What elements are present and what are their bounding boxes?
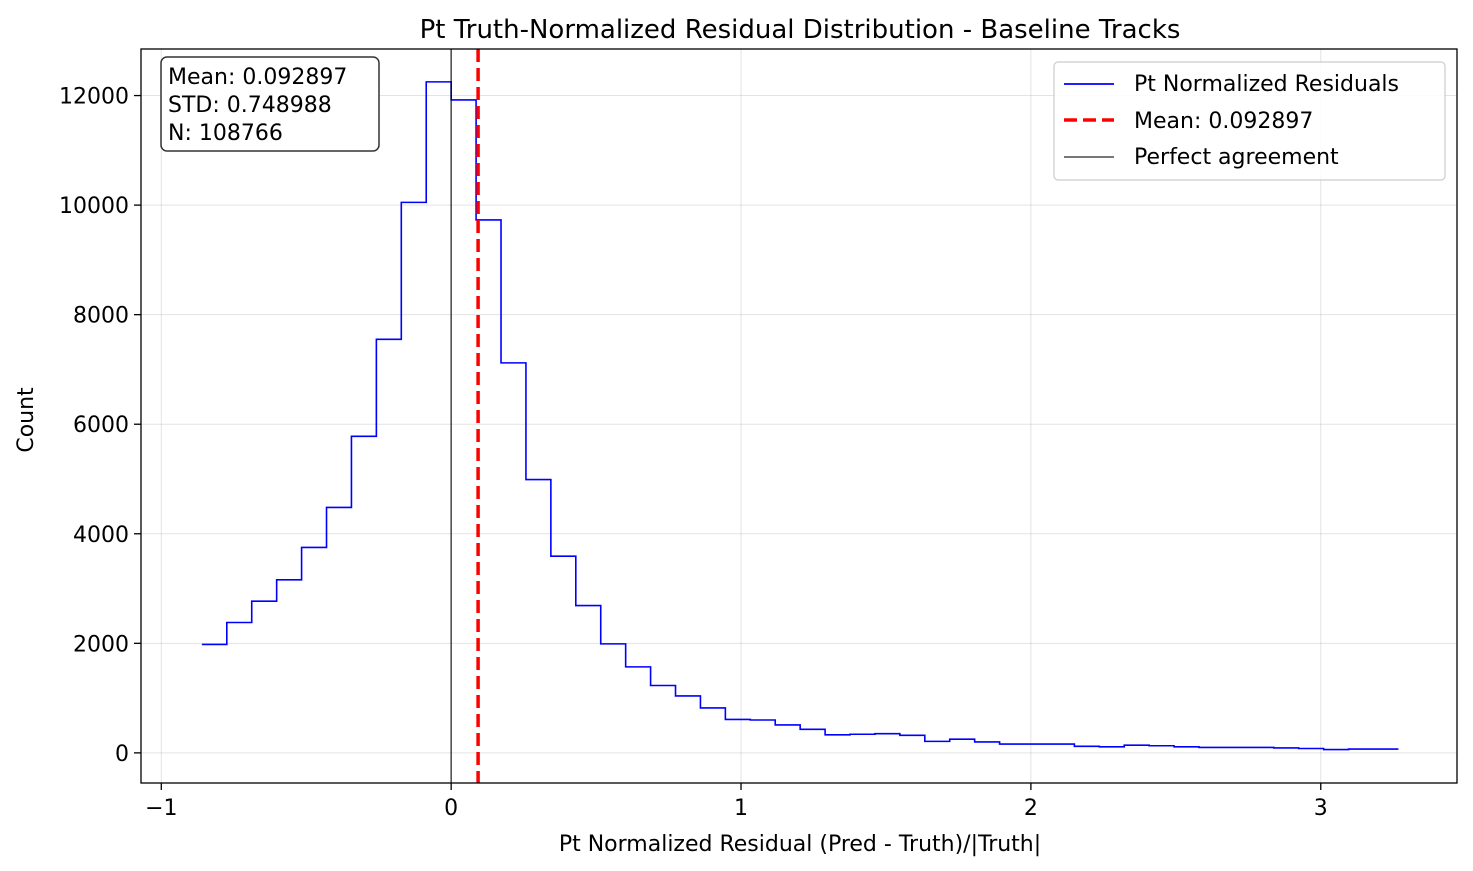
legend-label-mean: Mean: 0.092897 <box>1134 109 1313 134</box>
legend-frame <box>1053 61 1446 181</box>
plot-area <box>201 49 1399 783</box>
stats-std-text: STD: 0.748988 <box>168 93 332 118</box>
x-tick-label: 1 <box>734 796 748 821</box>
stats-n-text: N: 108766 <box>168 121 283 146</box>
x-axis-ticks: −1 0 1 2 3 <box>145 783 1328 821</box>
stats-mean-text: Mean: 0.092897 <box>168 65 347 90</box>
y-tick-label: 6000 <box>73 413 129 438</box>
x-tick-label: 3 <box>1314 796 1328 821</box>
x-tick-label: 0 <box>444 796 458 821</box>
histogram-step-line <box>201 81 1399 751</box>
y-tick-label: 4000 <box>73 523 129 548</box>
x-axis-label: Pt Normalized Residual (Pred - Truth)/|T… <box>559 832 1041 857</box>
legend: Pt Normalized Residuals Mean: 0.092897 P… <box>1053 61 1446 181</box>
y-tick-label: 12000 <box>59 85 129 110</box>
y-axis-label: Count <box>14 387 39 453</box>
y-axis-ticks: 0 2000 4000 6000 8000 10000 12000 <box>59 85 141 767</box>
x-tick-label: 2 <box>1024 796 1038 821</box>
legend-label-residuals: Pt Normalized Residuals <box>1134 72 1399 97</box>
y-tick-label: 2000 <box>73 632 129 657</box>
y-tick-label: 10000 <box>59 194 129 219</box>
axes-frame <box>140 48 1458 784</box>
y-tick-label: 8000 <box>73 304 129 329</box>
y-tick-label: 0 <box>115 742 129 767</box>
stats-box: Mean: 0.092897 STD: 0.748988 N: 108766 <box>160 56 380 152</box>
x-tick-label: −1 <box>145 796 177 821</box>
stats-box-frame <box>160 56 380 152</box>
legend-label-perfect: Perfect agreement <box>1134 145 1339 170</box>
chart-title: Pt Truth-Normalized Residual Distributio… <box>420 15 1181 45</box>
